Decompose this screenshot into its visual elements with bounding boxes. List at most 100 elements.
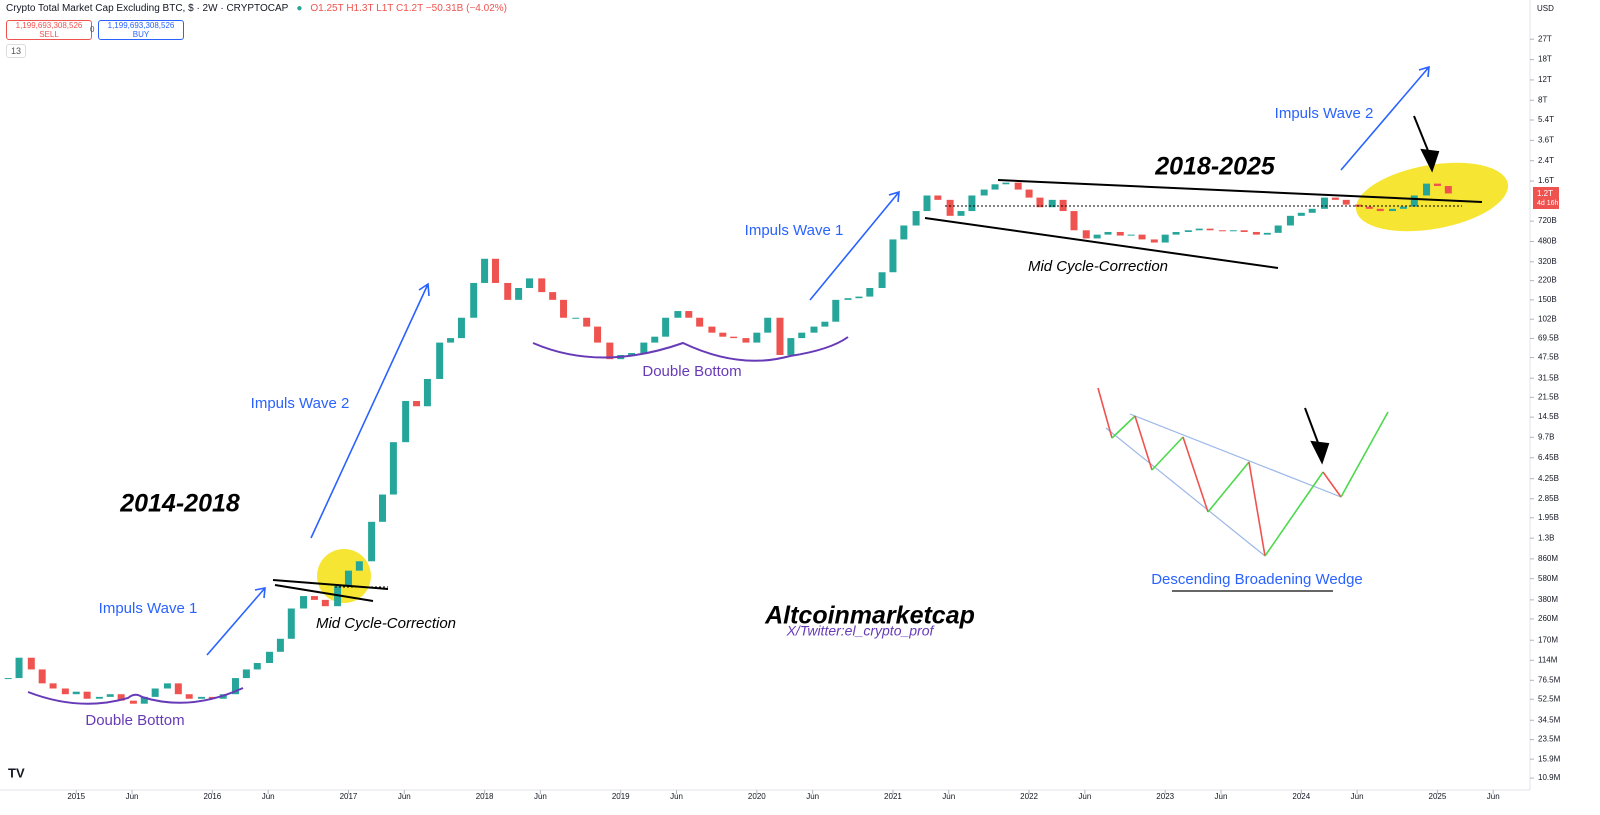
y-tick-label: 2.4T	[1538, 156, 1554, 165]
candle	[946, 199, 954, 216]
candle	[402, 400, 410, 443]
countdown: 4d 16h	[1537, 200, 1559, 207]
candle	[151, 688, 159, 697]
candle	[1195, 228, 1203, 231]
candle	[344, 570, 352, 587]
symbol-title: Crypto Total Market Cap Excluding BTC, $…	[6, 3, 289, 14]
candle	[662, 317, 670, 337]
arrow	[1340, 65, 1430, 171]
candle	[1206, 228, 1214, 231]
candle	[1263, 232, 1271, 235]
candle	[129, 700, 137, 704]
candle	[38, 669, 46, 684]
y-tick-label: 380M	[1538, 595, 1558, 604]
y-tick-label: 2.85B	[1538, 494, 1559, 503]
x-tick-label: Jun	[398, 792, 411, 801]
annotation: Impuls Wave 2	[1275, 105, 1374, 122]
candle	[321, 599, 329, 607]
indicator-count[interactable]: 13	[6, 44, 27, 58]
candle	[912, 211, 920, 226]
candle	[1218, 230, 1226, 232]
candle	[1172, 231, 1180, 235]
candle	[900, 225, 908, 240]
x-tick-label: 2021	[884, 792, 902, 801]
annotation: 2018-2025	[1154, 153, 1276, 181]
candle	[61, 688, 69, 695]
candle	[197, 696, 205, 699]
annotation: Double Bottom	[642, 363, 741, 380]
candle	[821, 321, 829, 327]
candle	[844, 298, 852, 300]
candle	[1059, 199, 1067, 212]
candle	[549, 292, 557, 300]
trend-line	[997, 179, 1483, 203]
candle	[355, 561, 363, 571]
zigzag	[1248, 461, 1266, 557]
candle	[389, 442, 397, 495]
candle	[106, 694, 114, 697]
candle	[1240, 230, 1248, 232]
candle	[49, 683, 57, 689]
x-tick-label: Jun	[262, 792, 275, 801]
candle	[1070, 211, 1078, 231]
candle	[1433, 183, 1441, 186]
y-tick-label: 480B	[1538, 237, 1557, 246]
candle	[628, 353, 636, 355]
buy-price: 1,199,693,308,526	[107, 21, 175, 30]
trend-line	[274, 584, 374, 602]
candle	[242, 669, 250, 679]
y-tick-label: 320B	[1538, 257, 1557, 266]
sell-button[interactable]: 1,199,693,308,526 SELL	[6, 20, 92, 40]
y-tick-label: 14.5B	[1538, 412, 1559, 421]
y-tick-label: 8T	[1538, 95, 1547, 104]
arrow	[809, 190, 900, 301]
candle	[310, 596, 318, 600]
highlight	[1355, 162, 1509, 232]
candle	[1365, 206, 1373, 209]
candle	[491, 258, 499, 283]
x-tick-label: Jun	[1078, 792, 1091, 801]
y-tick-label: 47.5B	[1538, 353, 1559, 362]
y-tick-label: 3.6T	[1538, 135, 1554, 144]
y-tick-label: 10.9M	[1538, 773, 1561, 782]
candle	[1048, 199, 1056, 208]
arrow	[1304, 407, 1330, 465]
annotation: X/Twitter:el_crypto_prof	[786, 623, 936, 639]
currency: USD	[1537, 4, 1554, 13]
y-tick-label: 170M	[1538, 635, 1558, 644]
candle	[1342, 199, 1350, 205]
annotation: Altcoinmarketcap	[764, 602, 975, 630]
ohlc: O1.25T H1.3T L1T C1.2T −50.31B (−4.02%)	[310, 3, 507, 14]
annotation-lines	[27, 65, 1483, 705]
annotation: Impuls Wave 1	[99, 600, 198, 617]
annotation: 2014-2018	[119, 490, 240, 518]
candle	[594, 326, 602, 343]
candle	[1274, 225, 1282, 233]
candle	[968, 195, 976, 212]
y-tick-label: 9.7B	[1538, 432, 1554, 441]
x-tick-label: Jun	[126, 792, 139, 801]
candle	[266, 651, 274, 664]
buy-button[interactable]: 1,199,693,308,526 BUY	[98, 20, 184, 40]
candle	[1423, 183, 1431, 196]
arc	[532, 336, 849, 362]
candle	[1389, 208, 1397, 212]
candle	[651, 336, 659, 343]
candle	[1093, 234, 1101, 239]
zigzag	[1097, 387, 1113, 439]
candle	[1127, 234, 1135, 236]
buy-label: BUY	[132, 30, 150, 39]
candle	[685, 311, 693, 318]
candle	[174, 683, 182, 695]
zigzag	[1134, 415, 1153, 471]
x-tick-label: Jun	[1487, 792, 1500, 801]
candle	[1252, 231, 1260, 235]
x-tick-label: Jun	[806, 792, 819, 801]
candle	[889, 239, 897, 273]
candle	[572, 317, 580, 319]
candle	[1297, 212, 1305, 216]
x-tick-label: 2025	[1429, 792, 1447, 801]
candle	[253, 663, 261, 670]
